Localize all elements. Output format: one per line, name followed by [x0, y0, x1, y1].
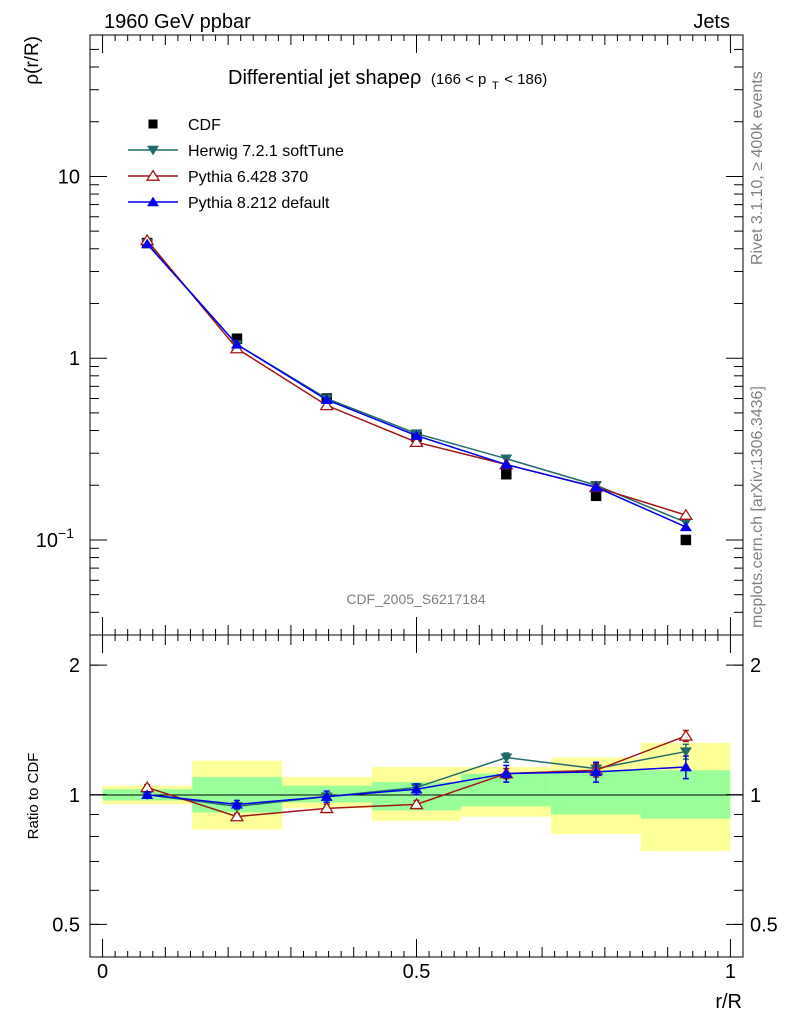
legend-item-pythia-8-212-default: Pythia 8.212 default: [128, 195, 330, 212]
data-point: [590, 766, 603, 777]
series-line: [146, 242, 687, 524]
x-tick-label: 0.5: [403, 961, 431, 983]
main-title-range: (166 < p: [431, 71, 486, 88]
tick-marks: [90, 34, 743, 636]
data-point: [590, 490, 602, 502]
data-point: [679, 521, 692, 532]
ratio-y-tick-label-left: 2: [69, 655, 80, 677]
ratio-panel: 2 21 10.5 0.5 Ratio to CDF 0 0.5 1 r/R: [25, 634, 778, 1013]
main-series: [139, 233, 694, 546]
x-tick-labels: 0 0.5 1: [97, 961, 736, 983]
ratio-ticks: [90, 635, 743, 957]
series-cdf: [141, 237, 692, 546]
legend-marker: [148, 119, 158, 129]
data-point: [500, 459, 513, 469]
data-point: [678, 729, 694, 741]
series-pythia-6-428-370: [139, 233, 694, 520]
main-title-range-sub: T: [492, 80, 499, 92]
watermark: CDF_2005_S6217184: [346, 591, 486, 607]
legend-marker: [147, 145, 159, 156]
data-point: [141, 789, 154, 799]
legend: CDF Herwig 7.2.1 softTune Pythia 6.428 370…: [128, 117, 344, 212]
main-title-range-suffix: < 186): [504, 71, 547, 88]
data-point: [679, 761, 692, 772]
ratio-y-tick-label-right: 2: [750, 655, 761, 677]
side-label-top: Rivet 3.1.10, ≥ 400k events: [749, 71, 766, 265]
data-point: [230, 798, 243, 809]
ratio-y-tick-label-right: 0.5: [750, 914, 778, 936]
legend-marker: [147, 196, 159, 207]
data-point: [409, 435, 424, 448]
data-point: [230, 339, 243, 349]
data-point: [320, 791, 333, 801]
ratio-bands: [102, 742, 731, 852]
main-y-tick-label: 10−1: [36, 525, 74, 552]
ratio-frame: [89, 634, 744, 958]
series-line: [146, 239, 687, 516]
legend-item-cdf: CDF: [148, 117, 221, 134]
data-point: [678, 508, 694, 520]
main-y-tick-label: 10: [58, 166, 80, 188]
data-point: [319, 801, 334, 814]
data-point: [409, 797, 424, 810]
legend-label: Herwig 7.2.1 softTune: [188, 143, 344, 160]
x-tick-label: 0: [97, 961, 108, 983]
main-title-text: Differential jet shapeρ: [228, 67, 421, 89]
main-panel: 10 1 10−1 ρ(r/R) Differential jet shapeρ (…: [22, 34, 744, 636]
ratio-series-pythia-8-212-default: [141, 755, 692, 810]
series-pythia-8-212-default: [141, 238, 692, 532]
ratio-y-tick-labels: 2 2 1 1 0.5 0.5: [52, 655, 778, 936]
legend-item-pythia-6-428-370: Pythia 6.428 370: [128, 169, 308, 186]
data-point: [229, 809, 245, 822]
ratio-y-tick-label-left: 1: [69, 785, 80, 807]
data-point: [500, 768, 513, 778]
data-point: [141, 238, 154, 249]
data-point: [679, 747, 692, 757]
ratio-series: [139, 729, 694, 822]
data-point: [501, 468, 512, 480]
data-point: [500, 753, 513, 763]
data-point: [410, 783, 423, 794]
legend-marker: [145, 169, 161, 181]
data-point: [590, 481, 603, 492]
legend-label: CDF: [188, 117, 221, 134]
data-point: [410, 430, 423, 440]
data-point: [680, 534, 692, 546]
main-title: Differential jet shapeρ (166 < p T < 186…: [228, 67, 547, 94]
x-tick-label: 1: [725, 961, 736, 983]
data-point: [319, 398, 334, 411]
main-y-axis-label: ρ(r/R): [22, 36, 43, 85]
header-right: Jets: [693, 11, 730, 33]
ratio-y-tick-label-right: 1: [750, 785, 761, 807]
side-label-bottom: mcplots.cern.ch [arXiv:1306.3436]: [749, 386, 766, 628]
legend-label: Pythia 8.212 default: [188, 195, 330, 212]
data-point: [231, 333, 243, 344]
series-herwig-7-2-1-softtune: [141, 238, 692, 528]
main-ticks: [90, 34, 743, 636]
ratio-y-axis-label: Ratio to CDF: [25, 753, 42, 840]
header-left: 1960 GeV ppbar: [104, 11, 251, 33]
legend-item-herwig-7-2-1-softtune: Herwig 7.2.1 softTune: [128, 143, 344, 160]
data-point: [320, 394, 333, 405]
main-y-tick-label: 1: [69, 348, 80, 370]
main-y-tick-labels: 10 1 10−1: [36, 166, 80, 552]
tick-marks: [90, 635, 743, 957]
ratio-y-tick-label-left: 0.5: [52, 914, 80, 936]
series-line: [146, 243, 687, 528]
x-axis-label: r/R: [715, 991, 742, 1013]
legend-label: Pythia 6.428 370: [188, 169, 308, 186]
